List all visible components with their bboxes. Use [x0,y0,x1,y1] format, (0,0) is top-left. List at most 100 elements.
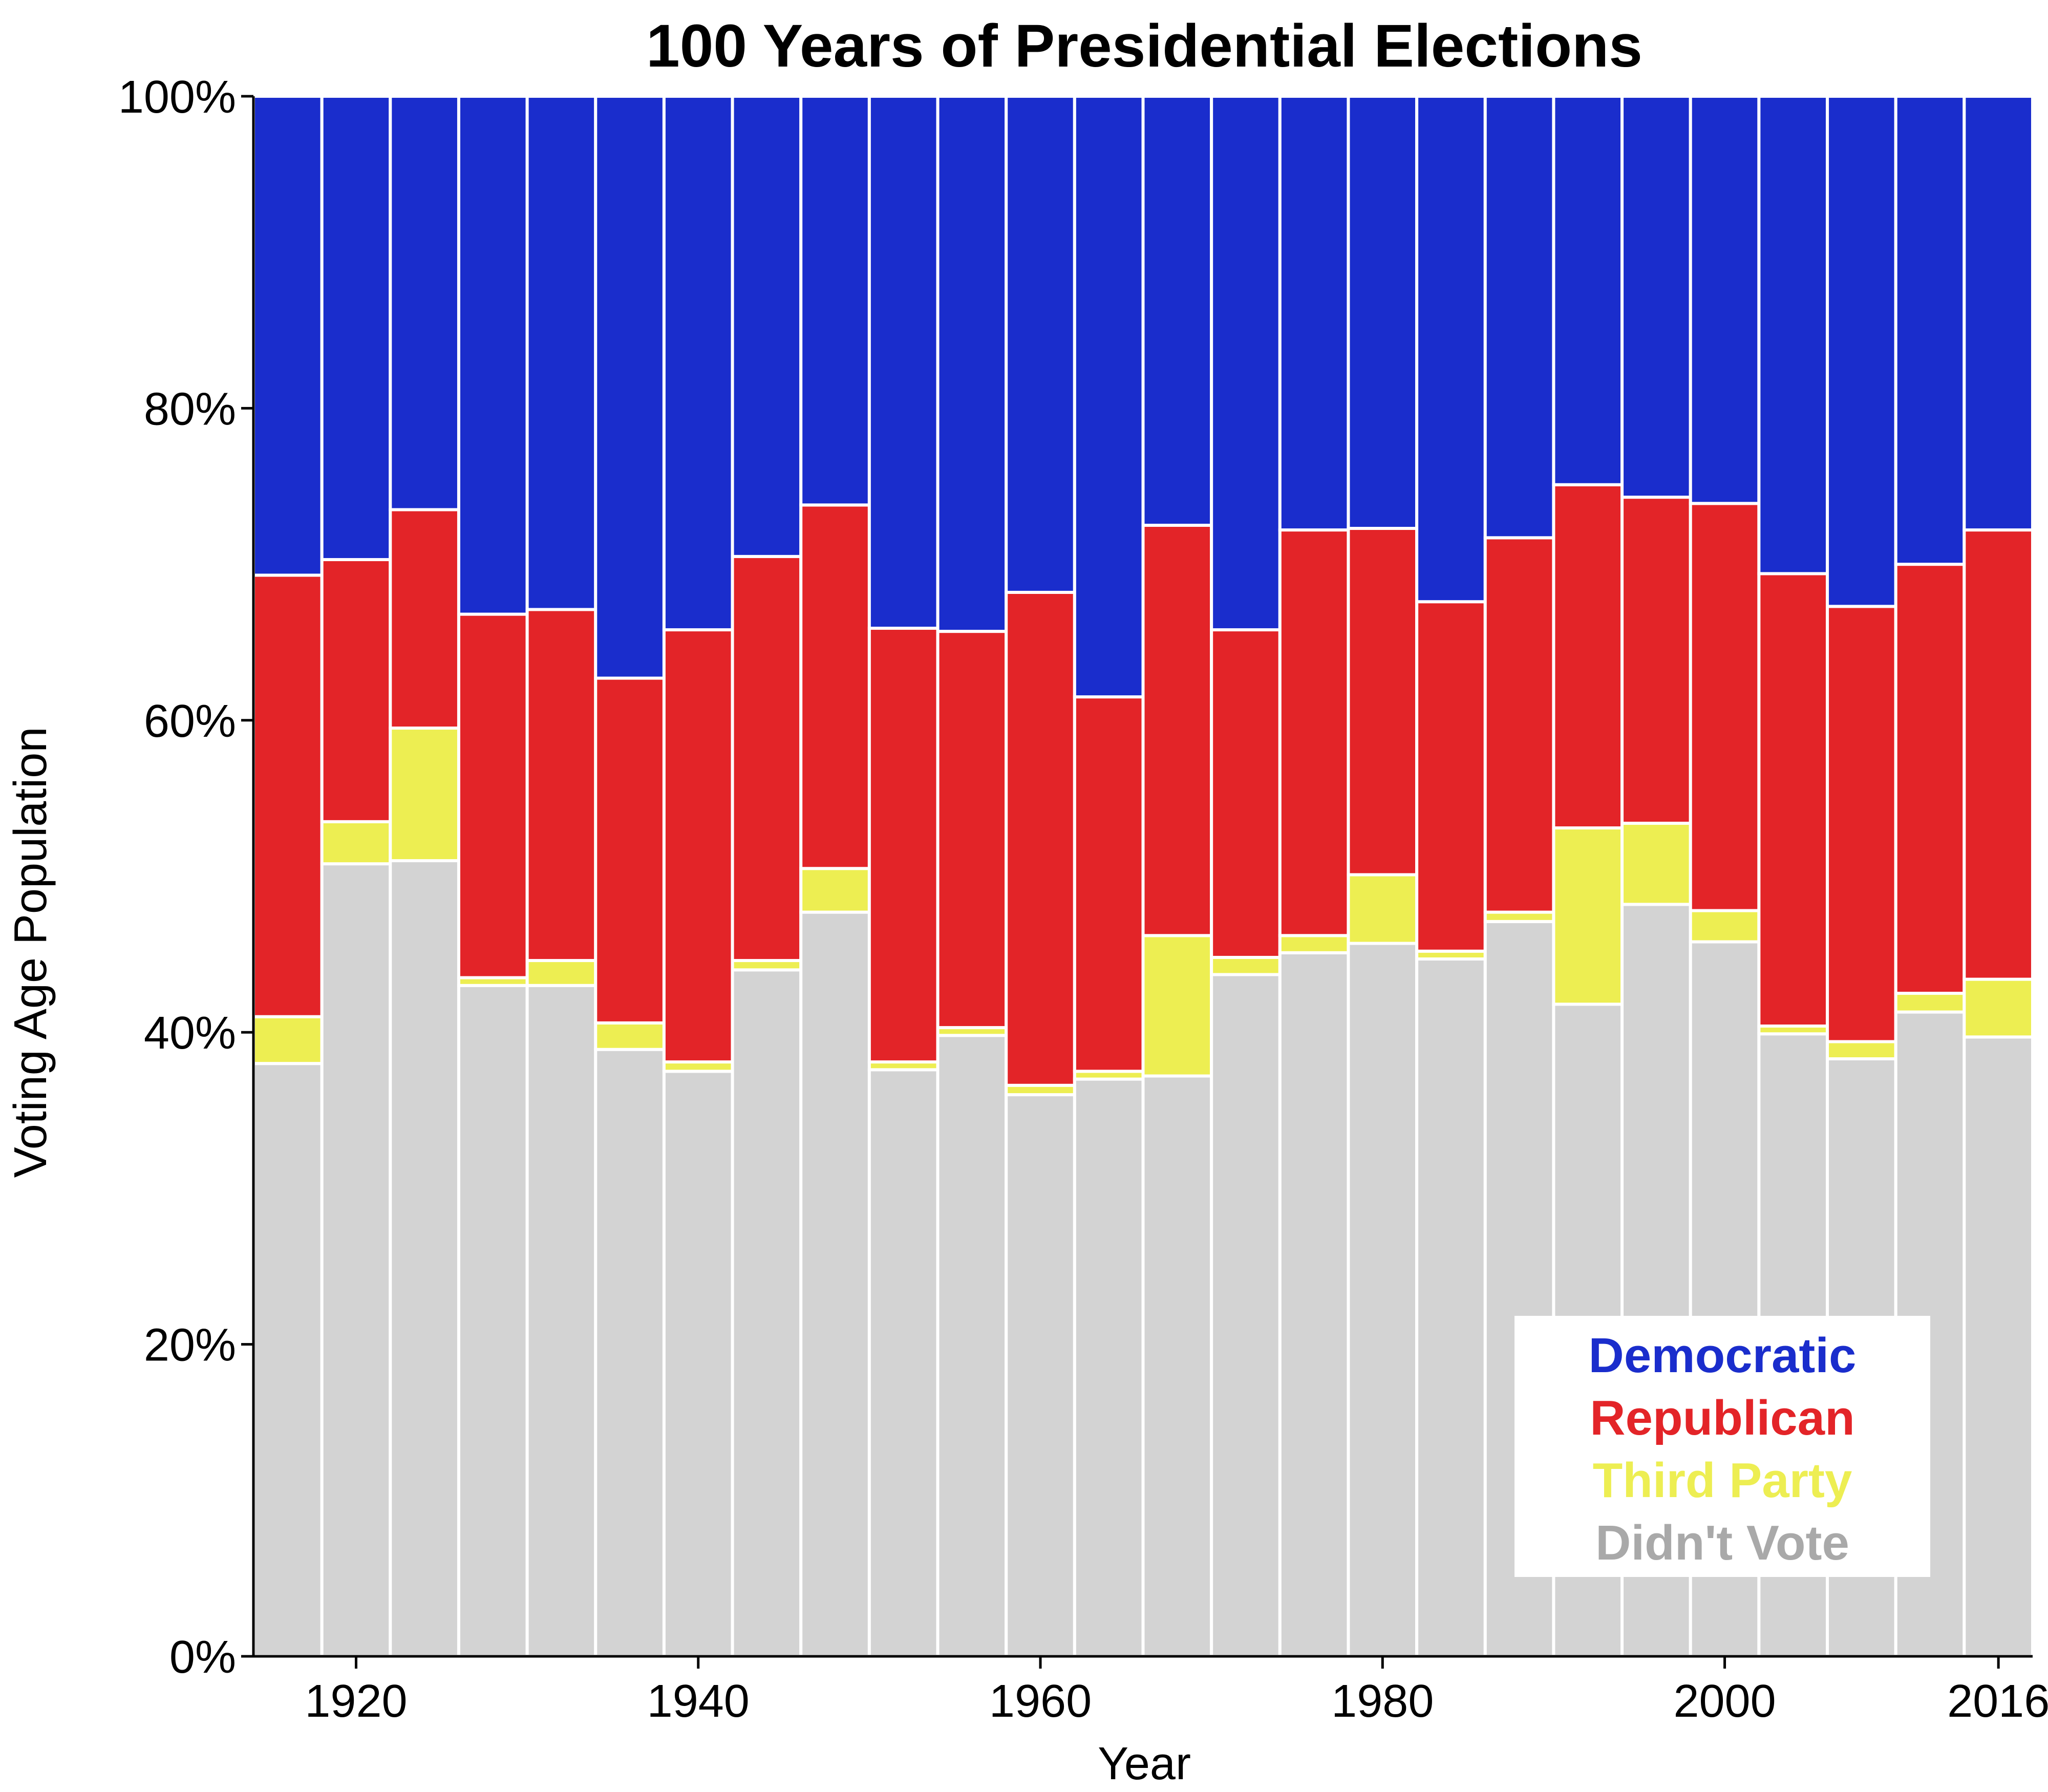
bar-1932-third-party [525,959,598,987]
legend-entry-democratic: Democratic [1589,1328,1857,1383]
bar-1972-republican [1210,628,1282,959]
bar-2008-republican [1826,605,1897,1043]
bar-1968-third-party [1141,934,1213,1078]
bar-1984-republican [1415,600,1487,953]
x-tick-label-2000: 2000 [1673,1676,1776,1727]
bar-1948-democratic [799,95,871,507]
bar-1920-didn-t-vote [320,862,392,1658]
bar-2000-republican [1689,502,1761,912]
bar-1940-democratic [662,95,734,632]
bar-1988-democratic [1483,95,1555,540]
bar-1916-third-party [252,1015,324,1065]
bar-1968-didn-t-vote [1141,1074,1213,1658]
bar-1944-republican [731,554,803,963]
bar-1976-didn-t-vote [1278,951,1350,1658]
bar-1972-didn-t-vote [1210,973,1282,1658]
y-tick-label-5: 100% [118,72,236,123]
bar-1924-democratic [389,95,460,511]
bar-1964-republican [1073,695,1145,1073]
bar-1936-third-party [594,1021,666,1051]
bar-1976-third-party [1278,934,1350,954]
legend-box [1514,1316,1930,1577]
bar-1992-third-party [1552,826,1624,1006]
bar-1992-republican [1552,483,1624,830]
bar-1984-didn-t-vote [1415,957,1487,1658]
x-tick-label-1920: 1920 [305,1676,407,1727]
legend-entry-didn-t-vote: Didn't Vote [1595,1516,1849,1570]
bars-group [252,95,2035,1658]
bar-1932-democratic [525,95,598,611]
bar-2012-third-party [1894,992,1966,1014]
bar-1936-republican [594,676,666,1025]
bar-1928-democratic [457,95,529,616]
bar-1944-didn-t-vote [731,968,803,1658]
bar-1960-republican [1005,590,1076,1087]
bar-1952-didn-t-vote [867,1068,940,1658]
bar-1972-third-party [1210,955,1282,976]
bar-1920-third-party [320,820,392,866]
legend: Democratic Republican Third Party Didn't Vo… [1514,1316,1930,1577]
bar-1980-didn-t-vote [1347,942,1419,1658]
bar-1988-republican [1483,536,1555,914]
chart-title: 100 Years of Presidential Elections [646,12,1642,80]
bar-1936-didn-t-vote [594,1048,666,1658]
bar-1960-democratic [1005,95,1076,594]
bar-1968-democratic [1141,95,1213,527]
bar-1956-republican [936,630,1008,1030]
bar-1916-didn-t-vote [252,1062,324,1658]
bar-1940-republican [662,628,734,1064]
bar-1948-republican [799,503,871,870]
bar-1924-third-party [389,727,460,863]
bar-1976-republican [1278,528,1350,937]
bar-1972-democratic [1210,95,1282,632]
ticks-group: 0% 20% 40% 60% 80% 100% 1920 1940 1960 1980 2000 20… [118,72,2048,1727]
bar-1924-didn-t-vote [389,859,460,1658]
bar-1960-didn-t-vote [1005,1093,1076,1658]
y-tick-label-2: 40% [144,1008,236,1059]
bar-1952-republican [867,627,940,1064]
bar-1932-republican [525,608,598,963]
x-tick-label-1980: 1980 [1331,1676,1434,1727]
bar-1980-republican [1347,527,1419,877]
x-tick-label-1940: 1940 [647,1676,750,1727]
bar-1932-didn-t-vote [525,984,598,1658]
bar-1956-didn-t-vote [936,1034,1008,1658]
x-axis-label: Year [1098,1738,1191,1789]
bar-1956-democratic [936,95,1008,633]
bar-1996-third-party [1620,821,1692,906]
bar-2016-republican [1962,528,2035,981]
bar-1976-democratic [1278,95,1350,532]
bar-1936-democratic [594,95,666,680]
bar-1944-democratic [731,95,803,558]
y-tick-label-0: 0% [169,1632,236,1683]
y-tick-label-1: 20% [144,1320,236,1371]
bar-1968-republican [1141,523,1213,937]
bar-1992-democratic [1552,95,1624,486]
bar-2000-democratic [1689,95,1761,505]
bar-1940-didn-t-vote [662,1070,734,1658]
bar-1996-republican [1620,496,1692,825]
bar-2012-republican [1894,563,1966,995]
bar-1984-democratic [1415,95,1487,604]
legend-entry-third-party: Third Party [1593,1453,1852,1508]
bar-1964-didn-t-vote [1073,1077,1145,1658]
axes-group [252,96,2033,1658]
y-tick-label-3: 60% [144,696,236,747]
bar-2012-democratic [1894,95,1966,566]
bar-2016-didn-t-vote [1962,1035,2035,1658]
bar-2004-republican [1757,572,1829,1028]
bar-1916-republican [252,573,324,1018]
bar-1948-third-party [799,867,871,914]
bar-1924-republican [389,508,460,730]
bar-1920-democratic [320,95,392,561]
bar-2016-democratic [1962,95,2035,532]
bar-1980-democratic [1347,95,1419,530]
bar-1916-democratic [252,95,324,577]
bar-1996-democratic [1620,95,1692,499]
bar-1952-democratic [867,95,940,630]
bar-2008-democratic [1826,95,1897,608]
legend-entry-republican: Republican [1590,1391,1854,1445]
bar-1964-democratic [1073,95,1145,699]
bar-1948-didn-t-vote [799,910,871,1658]
